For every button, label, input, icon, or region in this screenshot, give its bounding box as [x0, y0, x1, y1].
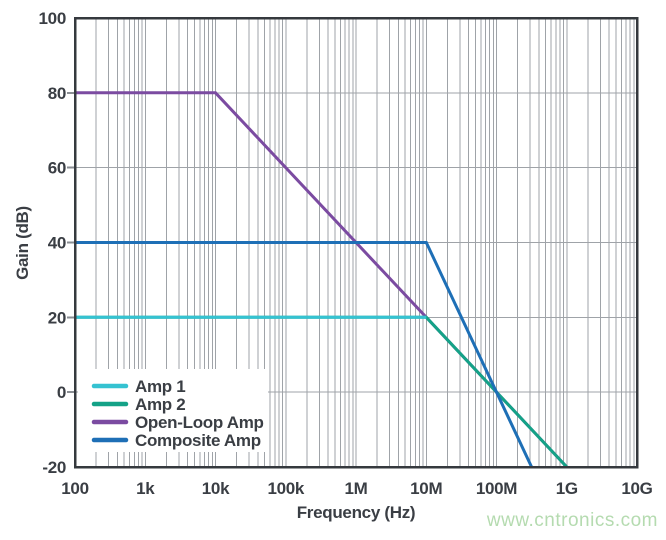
x-tick-label: 10M	[410, 479, 442, 498]
series-line-composite-amp	[75, 241, 533, 468]
watermark-text: www.cntronics.com	[486, 510, 658, 531]
axis-tick-labels: 100 80 60 40 20 0 -20 100 1k 10k 100k 1M 10M 100M 1G 10…	[39, 9, 653, 498]
y-tick-label: 40	[48, 234, 66, 253]
x-tick-label: 1k	[136, 479, 155, 498]
x-tick-label: 10k	[202, 479, 230, 498]
y-tick-label: 20	[48, 308, 66, 327]
y-tick-label: -20	[42, 458, 66, 477]
y-axis-ticks	[67, 91, 74, 394]
y-tick-label: 0	[57, 383, 66, 402]
series-lines	[75, 91, 568, 469]
legend-label-composite-amp: Composite Amp	[135, 431, 261, 450]
legend-label-amp-1: Amp 1	[135, 377, 185, 396]
x-tick-label: 100M	[476, 479, 517, 498]
y-axis-title: Gain (dB)	[13, 206, 32, 280]
legend-label-open-loop-amp: Open-Loop Amp	[135, 413, 264, 432]
x-tick-label: 100k	[267, 479, 304, 498]
x-tick-label: 10G	[621, 479, 652, 498]
x-axis-title: Frequency (Hz)	[296, 503, 416, 522]
x-tick-label: 1M	[344, 479, 367, 498]
y-tick-label: 100	[39, 9, 66, 28]
y-tick-label: 80	[48, 84, 66, 103]
plot-frame	[73, 16, 639, 469]
x-tick-label: 1G	[556, 479, 578, 498]
plot-border	[73, 16, 639, 469]
y-tick-label: 60	[48, 159, 66, 178]
x-tick-label: 100	[61, 479, 88, 498]
legend-label-amp-2: Amp 2	[135, 395, 185, 414]
